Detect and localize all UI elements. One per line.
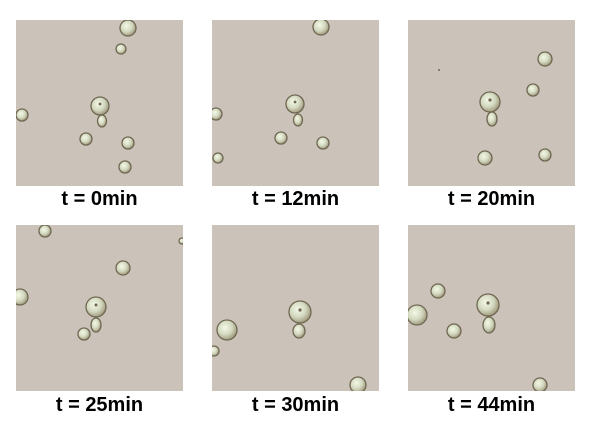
yeast-mother-cell [479, 91, 501, 113]
micrograph-panel-t25 [16, 225, 183, 391]
yeast-mother-cell [90, 96, 110, 116]
time-label: t = 20min [447, 188, 536, 210]
micrograph-image-t25 [16, 225, 183, 391]
yeast-cell [115, 43, 127, 55]
yeast-cell [178, 237, 183, 245]
yeast-cell [312, 20, 330, 36]
micrograph-panel-t30 [212, 225, 379, 391]
yeast-cell [477, 150, 493, 166]
yeast-cell [526, 83, 540, 97]
yeast-bud [96, 114, 108, 128]
micrograph-image-t44 [408, 225, 575, 391]
micrograph-image-t20 [408, 20, 575, 186]
yeast-cell [532, 377, 548, 391]
yeast-cell [212, 107, 223, 121]
yeast-cell [119, 20, 137, 37]
yeast-cell [446, 323, 462, 339]
yeast-bud [486, 111, 498, 127]
time-label: t = 12min [251, 188, 340, 210]
micrograph-image-t30 [212, 225, 379, 391]
yeast-bud [292, 323, 306, 339]
yeast-cell [38, 225, 52, 238]
yeast-cell [274, 131, 288, 145]
yeast-mother-cell [85, 296, 107, 318]
yeast-cell [212, 345, 220, 357]
yeast-mother-cell [285, 94, 305, 114]
yeast-cell [349, 376, 367, 391]
micrograph-panel-t0 [16, 20, 183, 186]
time-label: t = 30min [251, 394, 340, 416]
time-label: t = 0min [61, 188, 138, 210]
yeast-mother-cell [476, 293, 500, 317]
yeast-cell [16, 108, 29, 122]
micrograph-panel-t20 [408, 20, 575, 186]
yeast-cell [538, 148, 552, 162]
yeast-cell [16, 288, 29, 306]
yeast-cell [115, 260, 131, 276]
yeast-cell [118, 160, 132, 174]
micrograph-panel-t12 [212, 20, 379, 186]
yeast-cell [79, 132, 93, 146]
time-label: t = 25min [55, 394, 144, 416]
yeast-mother-cell [288, 300, 312, 324]
yeast-cell [77, 327, 91, 341]
yeast-cell [212, 152, 224, 164]
yeast-bud [482, 316, 496, 334]
yeast-cell [537, 51, 553, 67]
yeast-cell [216, 319, 238, 341]
yeast-cell [121, 136, 135, 150]
yeast-bud [292, 113, 304, 127]
yeast-cell [316, 136, 330, 150]
yeast-cell [430, 283, 446, 299]
yeast-bud [90, 317, 102, 333]
micrograph-image-t12 [212, 20, 379, 186]
micrograph-panel-t44 [408, 225, 575, 391]
yeast-cell [408, 304, 428, 326]
micrograph-image-t0 [16, 20, 183, 186]
time-label: t = 44min [447, 394, 536, 416]
